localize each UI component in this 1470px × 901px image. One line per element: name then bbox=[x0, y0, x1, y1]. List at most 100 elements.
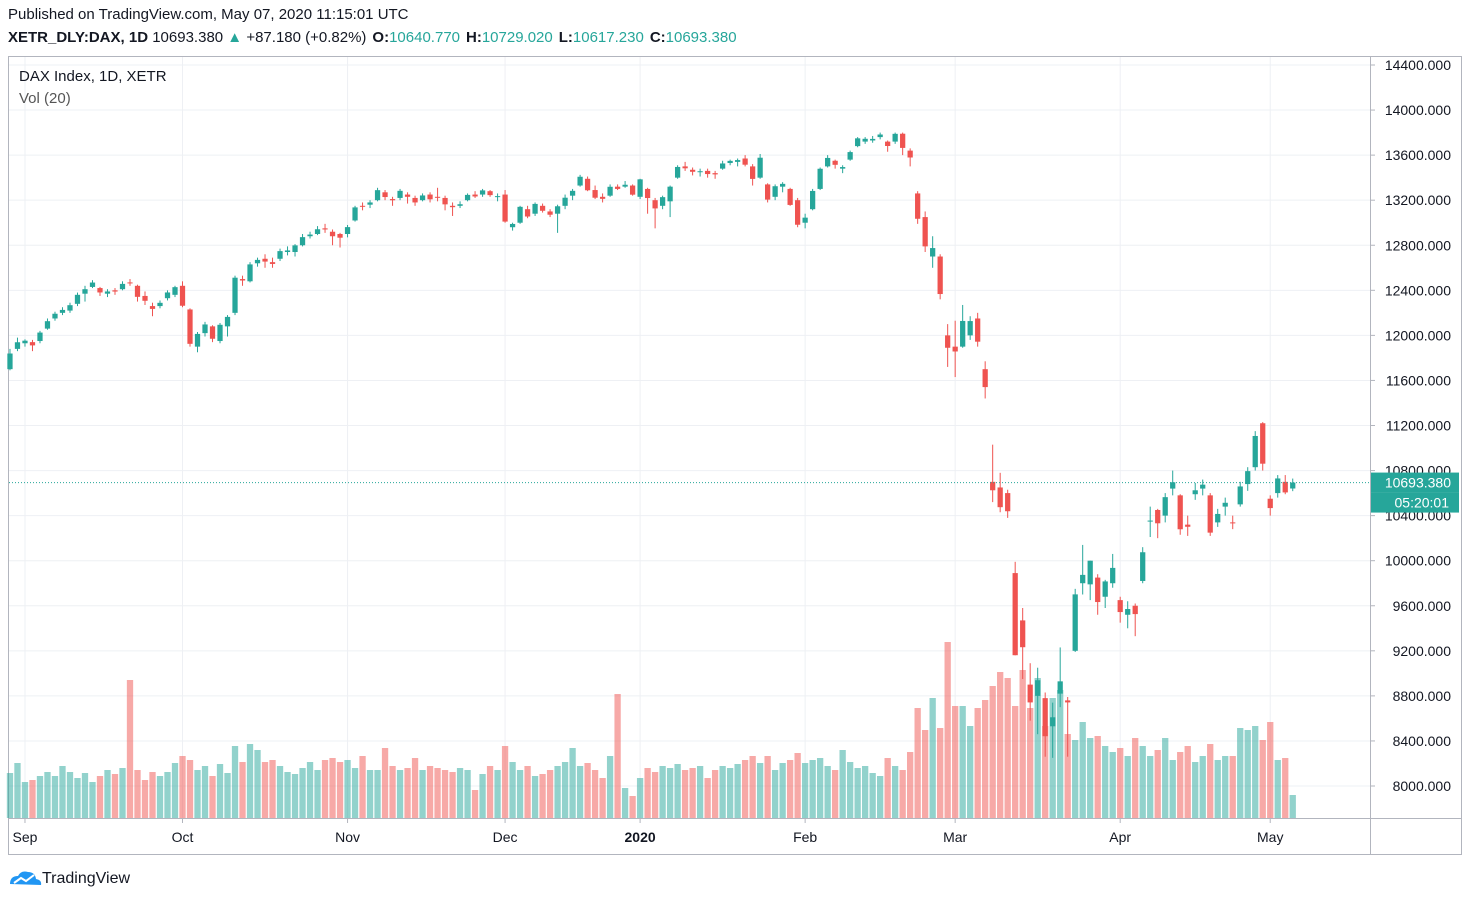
volume-bar bbox=[937, 728, 944, 818]
candle-body bbox=[674, 166, 681, 178]
volume-bar bbox=[696, 766, 704, 818]
candle-body bbox=[247, 264, 253, 282]
candle-body bbox=[704, 170, 711, 175]
symbol: XETR_DLY:DAX, 1D bbox=[8, 29, 149, 46]
volume-bar bbox=[554, 766, 561, 818]
candle-body bbox=[772, 186, 778, 197]
volume-bar bbox=[404, 768, 411, 818]
volume-bar bbox=[674, 764, 681, 818]
candle-body bbox=[524, 209, 531, 217]
candle-body bbox=[614, 186, 621, 189]
volume-bar bbox=[756, 763, 764, 818]
volume-bar bbox=[576, 766, 584, 818]
candle-body bbox=[697, 171, 703, 173]
last-price-box bbox=[1371, 472, 1459, 493]
volume-bar bbox=[569, 748, 576, 818]
volume-bar bbox=[1019, 670, 1026, 818]
candle-body bbox=[1162, 497, 1168, 516]
volume-bar bbox=[666, 768, 674, 818]
volume-bar bbox=[959, 706, 966, 818]
candle-body bbox=[1185, 524, 1191, 527]
volume-bar bbox=[531, 776, 539, 818]
symbol-line: XETR_DLY:DAX, 1D 10693.380 ▲ +87.180 (+0… bbox=[8, 29, 737, 46]
volume-bar bbox=[1124, 756, 1131, 818]
volume-bar bbox=[299, 768, 306, 818]
candle-body bbox=[719, 163, 726, 169]
candle-body bbox=[172, 287, 178, 295]
volume-bar bbox=[839, 750, 846, 818]
candle-body bbox=[1012, 573, 1018, 656]
volume-bar bbox=[486, 766, 494, 818]
volume-bar bbox=[381, 748, 389, 818]
y-tick-label: 11600.000 bbox=[1386, 372, 1451, 388]
candle-body bbox=[780, 183, 786, 187]
volume-bar bbox=[869, 773, 876, 818]
volume-bar bbox=[36, 776, 44, 818]
volume-bar bbox=[21, 782, 29, 818]
candle-body bbox=[97, 288, 103, 293]
candle-body bbox=[1192, 490, 1198, 495]
volume-bar bbox=[494, 770, 501, 818]
candle-body bbox=[314, 229, 321, 234]
change: +87.180 (+0.82%) bbox=[246, 29, 367, 46]
candle-body bbox=[239, 279, 246, 281]
candle-body bbox=[142, 295, 148, 301]
candle-body bbox=[157, 302, 163, 307]
volume-bar bbox=[164, 772, 171, 818]
candle-body bbox=[554, 206, 561, 214]
candle-body bbox=[810, 190, 816, 210]
candle-body bbox=[937, 256, 943, 295]
candle-body bbox=[517, 206, 523, 223]
volume-bar bbox=[119, 768, 126, 818]
volume-bar bbox=[306, 762, 314, 818]
volume-bar bbox=[816, 758, 824, 818]
candle-body bbox=[52, 313, 58, 319]
countdown-box bbox=[1371, 492, 1459, 513]
volume-bar bbox=[1057, 690, 1064, 818]
published-line: Published on TradingView.com, May 07, 20… bbox=[8, 6, 409, 23]
volume-bar bbox=[449, 772, 456, 818]
volume-bar bbox=[899, 770, 906, 818]
volume-bar bbox=[1162, 738, 1169, 818]
candle-body bbox=[960, 320, 966, 347]
volume-bar bbox=[464, 770, 471, 818]
volume-bar bbox=[1177, 752, 1184, 818]
candle-body bbox=[539, 205, 546, 211]
candle-body bbox=[187, 309, 193, 344]
candle-body bbox=[67, 305, 73, 311]
y-tick-label: 8000.000 bbox=[1393, 778, 1452, 794]
candle-body bbox=[757, 157, 763, 178]
volume-bar bbox=[1072, 740, 1079, 818]
volume-bar bbox=[471, 790, 479, 818]
volume-bar bbox=[194, 770, 201, 818]
candle-body bbox=[652, 200, 658, 209]
volume-bar bbox=[1199, 756, 1206, 818]
volume-bar bbox=[794, 753, 801, 818]
y-tick-label: 9600.000 bbox=[1393, 598, 1452, 614]
y-tick-label: 14000.000 bbox=[1385, 102, 1451, 118]
x-tick-label: May bbox=[1257, 829, 1283, 845]
volume-bar bbox=[1132, 738, 1139, 818]
volume-bar bbox=[104, 770, 111, 818]
volume-bar bbox=[186, 760, 194, 818]
volume-bar bbox=[741, 760, 749, 818]
volume-bar bbox=[6, 773, 14, 818]
candle-body bbox=[825, 157, 831, 167]
candle-body bbox=[712, 173, 718, 175]
field-label: L: bbox=[558, 29, 573, 46]
y-tick-label: 12000.000 bbox=[1385, 327, 1451, 343]
volume-bar bbox=[1274, 760, 1281, 818]
volume-bar bbox=[1192, 762, 1199, 818]
y-tick-label: 8400.000 bbox=[1393, 733, 1452, 749]
candle-body bbox=[464, 194, 471, 201]
candle-body bbox=[14, 342, 21, 349]
volume-bar bbox=[982, 700, 989, 818]
volume-bar bbox=[1094, 736, 1101, 818]
candle-body bbox=[149, 306, 156, 309]
candle-body bbox=[472, 194, 478, 197]
volume-bar bbox=[614, 694, 621, 818]
candle-body bbox=[577, 176, 583, 186]
volume-bar bbox=[479, 774, 486, 818]
volume-bar bbox=[1169, 760, 1176, 818]
candle-body bbox=[44, 321, 51, 329]
